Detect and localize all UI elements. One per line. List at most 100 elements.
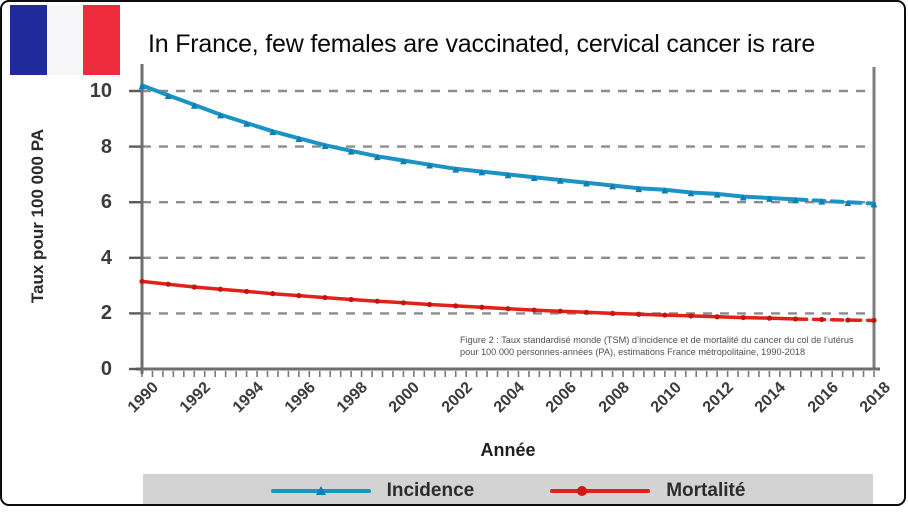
triangle-marker-icon xyxy=(347,148,355,155)
circle-marker-icon xyxy=(714,314,720,320)
triangle-marker-icon xyxy=(583,180,590,187)
flag-white-band xyxy=(46,5,84,75)
y-tick-label: 6 xyxy=(100,191,112,214)
triangle-marker-icon xyxy=(478,169,486,176)
series-line-dashed-incidence xyxy=(793,197,876,206)
circle-marker-icon xyxy=(845,317,851,323)
slide-title: In France, few females are vaccinated, c… xyxy=(148,30,816,58)
circle-marker-icon xyxy=(426,301,433,308)
circle-marker-icon xyxy=(374,298,380,304)
circle-marker-icon xyxy=(453,303,459,309)
circle-marker-icon xyxy=(400,300,407,306)
triangle-marker-icon xyxy=(818,198,826,205)
x-tick-label: 2014 xyxy=(752,379,790,417)
triangle-marker-icon xyxy=(243,120,250,127)
x-axis-title: Année xyxy=(480,440,536,460)
circle-marker-icon xyxy=(688,313,694,319)
triangle-marker-icon xyxy=(190,102,198,109)
x-tick-label: 2010 xyxy=(647,379,685,417)
circle-marker-icon xyxy=(871,317,877,323)
france-flag-icon xyxy=(10,5,121,75)
triangle-marker-icon xyxy=(609,182,616,190)
triangle-marker-icon xyxy=(164,92,172,99)
series-line-dashed-mortalité xyxy=(793,317,876,323)
flag-red-band xyxy=(83,5,121,75)
incidence-line-swatch xyxy=(270,485,371,495)
circle-marker-icon xyxy=(740,314,746,321)
triangle-marker-icon xyxy=(530,174,538,181)
circle-marker-icon xyxy=(165,281,171,287)
y-tick-label: 4 xyxy=(100,246,112,269)
triangle-marker-icon xyxy=(269,128,277,136)
chart-plot xyxy=(129,64,880,377)
circle-marker-icon xyxy=(191,284,197,290)
triangle-marker-icon xyxy=(766,195,773,202)
series-line-mortalité xyxy=(140,279,798,321)
x-tick-label: 1992 xyxy=(177,379,215,417)
circle-marker-icon xyxy=(792,316,799,322)
triangle-marker-icon xyxy=(452,166,460,173)
triangle-marker-icon xyxy=(217,112,224,119)
circle-marker-icon xyxy=(217,286,224,292)
figure-caption: Figure 2 : Taux standardisé monde (TSM) … xyxy=(460,335,894,358)
x-tick-label: 1998 xyxy=(333,379,372,417)
x-tick-label: 1990 xyxy=(124,379,163,417)
triangle-marker-icon xyxy=(687,189,695,197)
circle-marker-icon xyxy=(479,304,485,310)
legend-label-incidence: Incidence xyxy=(386,479,475,501)
circle-marker-icon xyxy=(322,294,328,301)
circle-marker-icon xyxy=(348,296,354,303)
y-axis-title: Taux pour 100 000 PA xyxy=(28,128,47,304)
x-tick-label: 1994 xyxy=(229,379,267,417)
circle-marker-icon xyxy=(583,309,590,315)
triangle-marker-icon xyxy=(556,177,564,184)
x-tick-label: 2016 xyxy=(804,379,842,417)
triangle-marker-icon xyxy=(844,199,852,206)
circle-marker-icon xyxy=(505,306,511,312)
x-tick-label: 2012 xyxy=(699,379,738,417)
triangle-marker-icon xyxy=(504,171,512,179)
triangle-marker-icon xyxy=(713,191,721,198)
x-tick-label: 2006 xyxy=(543,379,581,417)
triangle-marker-icon xyxy=(138,82,146,90)
circle-marker-icon xyxy=(243,288,250,295)
circle-marker-icon xyxy=(531,307,537,313)
circle-marker-icon xyxy=(636,311,642,317)
figure-caption-line1: Figure 2 : Taux standardisé monde (TSM) … xyxy=(460,335,854,345)
triangle-marker-icon xyxy=(661,187,669,194)
x-tick-label: 2002 xyxy=(438,379,476,417)
legend-label-mortalite: Mortalité xyxy=(666,479,746,501)
legend: Incidence Mortalité xyxy=(143,474,873,504)
triangle-marker-icon xyxy=(321,142,329,150)
circle-marker-icon xyxy=(139,278,145,285)
x-tick-label: 2004 xyxy=(490,379,529,417)
triangle-marker-icon xyxy=(739,194,747,201)
circle-marker-icon xyxy=(270,291,276,297)
triangle-marker-icon xyxy=(870,200,878,208)
triangle-marker-icon xyxy=(373,153,381,161)
figure-caption-line2: pour 100 000 personnes-années (PA), esti… xyxy=(460,346,806,357)
mortalite-line-swatch xyxy=(550,485,651,496)
circle-marker-icon xyxy=(819,316,825,323)
y-tick-label: 10 xyxy=(89,80,112,102)
y-tick-label: 8 xyxy=(100,135,112,158)
flag-blue-band xyxy=(10,5,47,75)
triangle-marker-icon xyxy=(635,185,643,193)
triangle-marker-icon xyxy=(792,196,799,204)
x-tick-label: 2018 xyxy=(856,379,895,417)
series-line-incidence xyxy=(140,83,798,202)
triangle-marker-icon xyxy=(426,162,433,169)
circle-marker-icon xyxy=(662,312,668,318)
triangle-marker-icon xyxy=(400,157,407,165)
circle-marker-icon xyxy=(766,315,773,321)
circle-marker-icon xyxy=(609,310,616,316)
x-tick-label: 1996 xyxy=(281,379,319,417)
y-tick-label: 2 xyxy=(100,302,112,325)
circle-marker-icon xyxy=(577,485,588,496)
y-tick-label: 0 xyxy=(100,358,112,380)
triangle-marker-icon xyxy=(295,135,303,143)
triangle-marker-icon xyxy=(315,485,326,495)
x-tick-label: 2000 xyxy=(386,379,424,417)
circle-marker-icon xyxy=(557,308,563,314)
